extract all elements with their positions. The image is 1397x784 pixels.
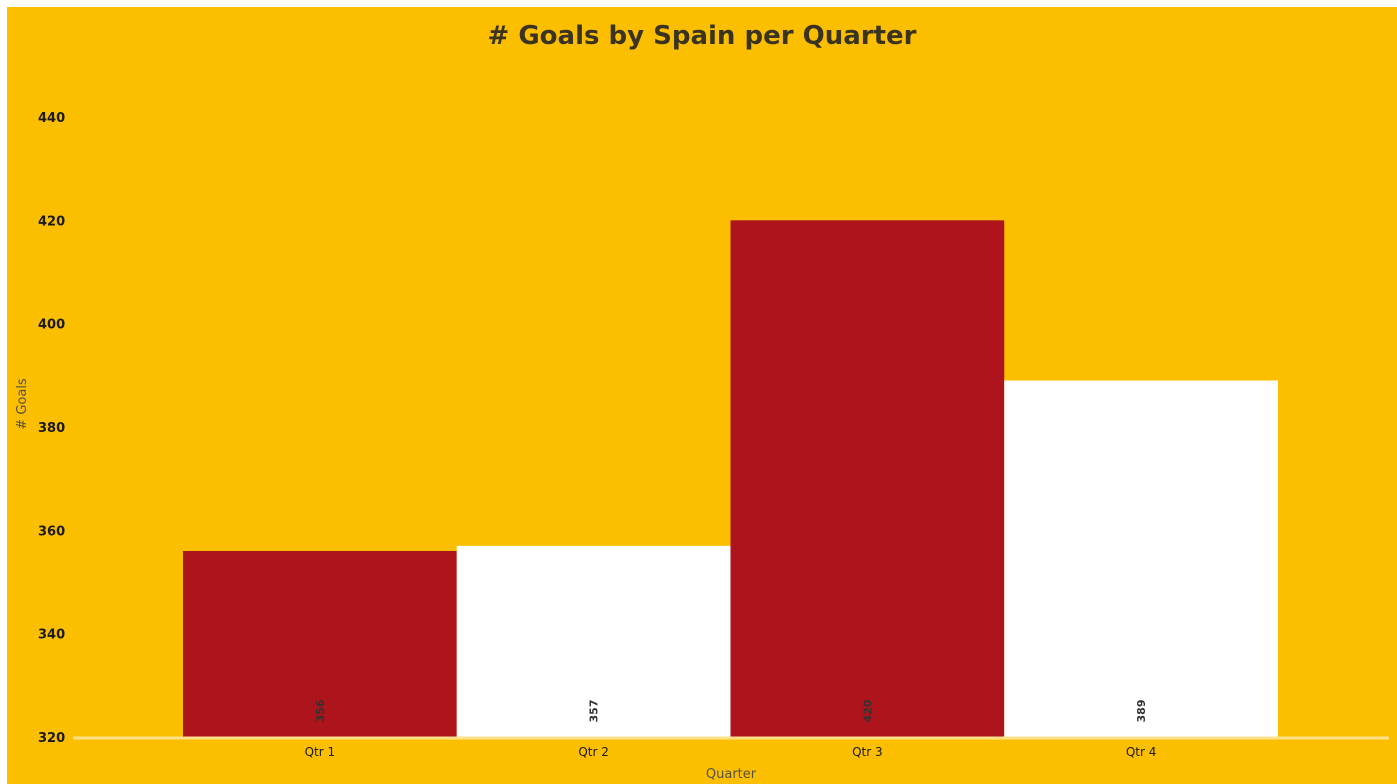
y-tick-label: 380 bbox=[38, 421, 65, 436]
y-tick-label: 320 bbox=[38, 731, 65, 746]
y-tick-label: 400 bbox=[38, 318, 65, 333]
y-tick-label: 360 bbox=[38, 524, 65, 539]
x-tick-label: Qtr 1 bbox=[305, 745, 336, 759]
x-tick-label: Qtr 4 bbox=[1126, 745, 1157, 759]
y-tick-label: 420 bbox=[38, 214, 65, 229]
data-labels-group: 356 357 420 389 bbox=[314, 699, 1148, 722]
y-axis-ticks: 320 340 360 380 400 420 440 bbox=[38, 111, 65, 746]
data-label: 356 bbox=[314, 699, 327, 722]
x-axis-title: Quarter bbox=[706, 767, 757, 782]
x-axis-ticks: Qtr 1 Qtr 2 Qtr 3 Qtr 4 bbox=[305, 745, 1157, 759]
data-label: 357 bbox=[588, 700, 601, 723]
chart-title: # Goals by Spain per Quarter bbox=[487, 21, 917, 51]
chart-frame: # Goals by Spain per Quarter 320 340 360 38… bbox=[7, 7, 1397, 784]
bar-qtr-2 bbox=[456, 545, 731, 737]
y-tick-label: 440 bbox=[38, 111, 65, 126]
data-label: 389 bbox=[1135, 700, 1148, 723]
x-tick-label: Qtr 2 bbox=[578, 745, 609, 759]
y-tick-label: 340 bbox=[38, 628, 65, 643]
data-label: 420 bbox=[861, 699, 874, 722]
x-tick-label: Qtr 3 bbox=[852, 745, 883, 759]
bar-qtr-4 bbox=[1004, 380, 1278, 737]
bars-group bbox=[183, 220, 1278, 738]
y-axis-title: # Goals bbox=[15, 378, 30, 430]
bar-qtr-3 bbox=[730, 220, 1005, 738]
bar-qtr-1 bbox=[183, 551, 457, 737]
